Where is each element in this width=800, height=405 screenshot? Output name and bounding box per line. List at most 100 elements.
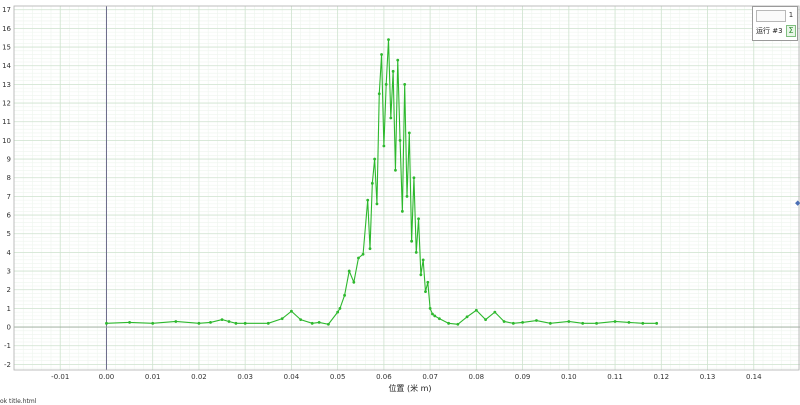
- data-point: [209, 321, 212, 324]
- data-point: [105, 321, 108, 325]
- data-point: [389, 116, 393, 120]
- data-point: [641, 321, 645, 325]
- y-tick-label: 4: [7, 249, 12, 257]
- data-point: [412, 176, 416, 180]
- tick-labels-layer: -0.01 0.00 0.01 0.02 0.03 0.04 0.05 0.06 0.07 0.0…: [2, 6, 762, 381]
- data-point: [437, 317, 441, 321]
- x-tick-label: 0.10: [561, 373, 577, 381]
- x-tick-label: 0.01: [145, 373, 161, 381]
- x-tick-label: 0.09: [515, 373, 531, 381]
- data-point: [521, 321, 524, 324]
- y-tick-label: 14: [2, 62, 11, 70]
- x-axis-title: 位置 (米 m): [388, 383, 431, 393]
- x-tick-label: 0.05: [330, 373, 346, 381]
- data-point: [595, 321, 598, 325]
- data-point: [128, 321, 131, 324]
- data-point: [317, 321, 321, 324]
- data-point: [456, 322, 460, 326]
- grid-layer: [13, 5, 800, 370]
- x-tick-label: 0.06: [376, 373, 392, 381]
- data-point: [400, 209, 404, 213]
- data-point: [234, 321, 238, 325]
- data-point: [417, 217, 420, 221]
- data-point: [387, 38, 390, 41]
- x-tick-label: 0.12: [653, 373, 669, 381]
- data-point: [197, 321, 201, 325]
- y-tick-label: 13: [2, 81, 11, 89]
- data-point: [227, 320, 231, 323]
- data-point: [384, 83, 388, 86]
- data-point: [396, 58, 400, 62]
- data-point: [310, 321, 314, 325]
- data-point: [426, 280, 430, 284]
- status-text: ok title.html: [0, 398, 37, 405]
- data-point: [421, 258, 425, 262]
- y-tick-label: -2: [4, 361, 11, 369]
- data-point: [511, 321, 515, 325]
- legend[interactable]: 1 运行 #3 Σ: [752, 6, 798, 41]
- x-tick-label: 0.03: [237, 373, 253, 381]
- data-point: [382, 144, 386, 148]
- data-point: [424, 290, 427, 293]
- x-tick-label: 0.08: [469, 373, 485, 381]
- x-tick-label: 0.14: [746, 373, 762, 381]
- data-point: [493, 310, 497, 314]
- data-point: [407, 131, 411, 135]
- data-point: [581, 321, 585, 325]
- x-tick-label: 0.04: [284, 373, 300, 381]
- data-point: [347, 269, 351, 273]
- data-point: [410, 239, 414, 243]
- data-point: [373, 157, 377, 161]
- data-point: [370, 181, 374, 185]
- x-tick-label: -0.01: [51, 373, 69, 381]
- panel-resize-handle[interactable]: ◆: [795, 199, 800, 207]
- data-point: [613, 320, 617, 323]
- y-tick-label: 17: [2, 6, 11, 14]
- series-line: [106, 39, 657, 325]
- series-layer: [105, 38, 659, 326]
- y-tick-label: 16: [2, 25, 11, 33]
- data-point: [627, 321, 631, 324]
- y-tick-label: 1: [7, 305, 11, 313]
- data-point: [567, 320, 571, 323]
- data-point: [405, 195, 409, 198]
- y-tick-label: 15: [2, 44, 11, 52]
- data-point: [343, 293, 346, 297]
- data-point: [403, 83, 407, 86]
- data-point: [352, 280, 356, 284]
- legend-series-name: 运行 #3: [756, 27, 783, 35]
- data-point: [484, 318, 487, 321]
- legend-badge: 1: [788, 11, 794, 19]
- legend-value-field[interactable]: [756, 10, 786, 22]
- y-tick-label: 3: [7, 268, 11, 276]
- data-point: [174, 320, 178, 323]
- y-tick-label: 12: [2, 100, 11, 108]
- data-point: [474, 308, 478, 312]
- x-tick-label: 0.00: [99, 373, 115, 381]
- data-point: [419, 273, 423, 277]
- data-point: [220, 318, 224, 321]
- data-point: [336, 310, 340, 314]
- plot-frame: [13, 5, 800, 371]
- data-point: [357, 256, 360, 260]
- x-tick-label: 0.07: [422, 373, 438, 381]
- y-tick-label: 0: [7, 324, 11, 332]
- data-point: [327, 322, 330, 326]
- data-point: [151, 321, 155, 325]
- data-point: [366, 198, 370, 202]
- data-point: [502, 320, 506, 323]
- y-tick-label: 2: [7, 286, 11, 294]
- sigma-icon[interactable]: Σ: [786, 25, 796, 37]
- data-point: [655, 321, 659, 325]
- y-tick-label: 7: [7, 193, 11, 201]
- y-tick-label: 11: [2, 118, 11, 126]
- data-point: [280, 317, 284, 321]
- y-tick-label: -1: [4, 342, 11, 350]
- data-point: [375, 202, 379, 206]
- data-point: [548, 321, 552, 325]
- data-point: [377, 92, 381, 96]
- y-tick-label: 6: [7, 212, 12, 220]
- data-point: [243, 321, 247, 325]
- data-point: [394, 168, 397, 172]
